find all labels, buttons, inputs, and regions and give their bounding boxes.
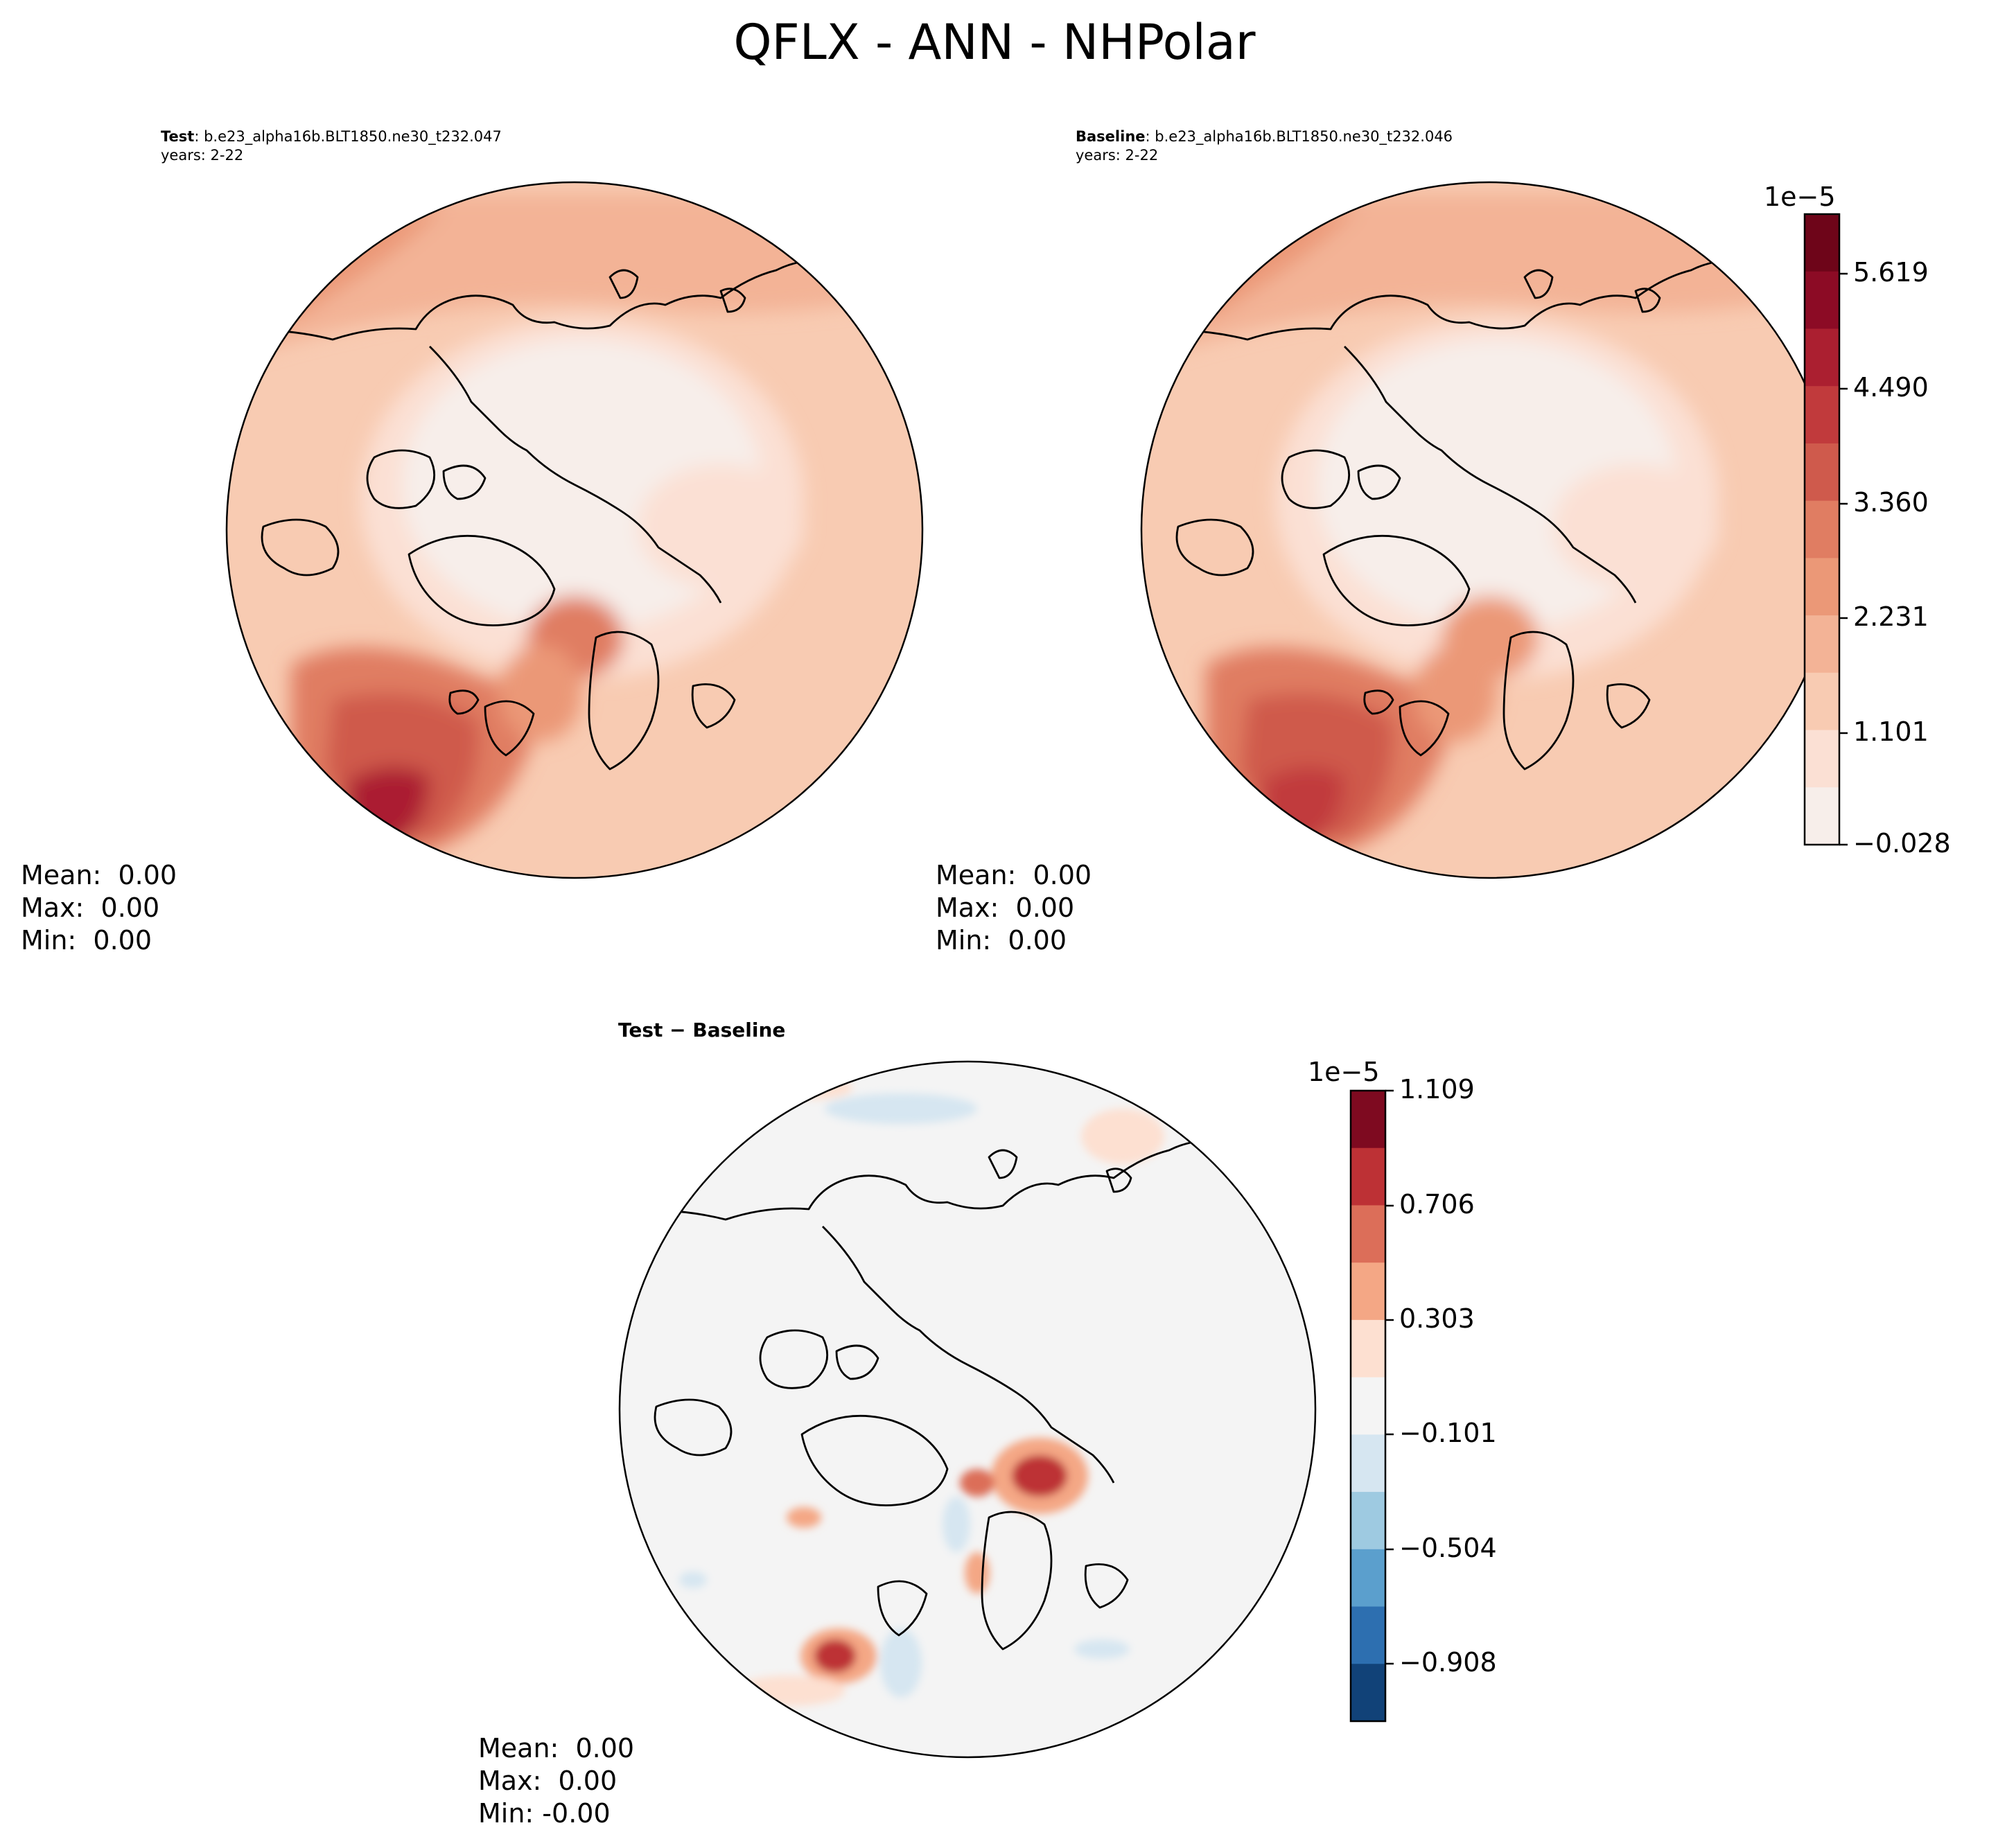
diff-field-red-northeast [1081, 1109, 1164, 1164]
diff-field-red-siberia-3 [960, 1469, 994, 1497]
baseline-map [1140, 181, 1839, 879]
diff-colorbar-segment [1351, 1606, 1385, 1664]
diff-colorbar-exponent: 1e−5 [1308, 1057, 1380, 1087]
test-stats: Mean: 0.00 Max: 0.00 Min: 0.00 [21, 859, 177, 957]
diff-max: Max: 0.00 [478, 1766, 617, 1796]
main-colorbar-segment [1805, 787, 1839, 845]
baseline-max: Max: 0.00 [936, 892, 1075, 923]
diff-field-red-greenland [787, 1507, 821, 1528]
diff-field-red-atlantic-2 [814, 1639, 856, 1673]
main-colorbar-segment [1805, 271, 1839, 330]
diff-field-blue-north [825, 1093, 977, 1124]
diff-colorbar-segment [1351, 1262, 1385, 1321]
test-years: years: 2-22 [161, 147, 244, 164]
diff-title-b: Baseline [692, 1019, 786, 1041]
diff-colorbar-segment [1351, 1091, 1385, 1149]
baseline-years: years: 2-22 [1076, 147, 1159, 164]
main-colorbar-segment [1805, 386, 1839, 444]
diff-field-blue-east [1074, 1639, 1130, 1659]
diff-colorbar-segment [1351, 1319, 1385, 1378]
main-colorbar-tick-label: −0.028 [1853, 828, 1951, 859]
diff-colorbar-tick-label: 1.109 [1399, 1074, 1475, 1105]
test-mean: Mean: 0.00 [21, 860, 177, 890]
diff-colorbar-tick-label: −0.101 [1399, 1418, 1497, 1448]
main-colorbar-tick-label: 3.360 [1853, 487, 1929, 518]
main-colorbar-exponent: 1e−5 [1764, 182, 1836, 212]
test-case: : b.e23_alpha16b.BLT1850.ne30_t232.047 [194, 128, 502, 145]
diff-colorbar-segment [1351, 1549, 1385, 1608]
baseline-panel-header: Baseline: b.e23_alpha16b.BLT1850.ne30_t2… [1076, 127, 1453, 165]
diff-stats: Mean: 0.00 Max: 0.00 Min: -0.00 [478, 1732, 634, 1830]
diff-colorbar-segment [1351, 1205, 1385, 1263]
main-colorbar-segment [1805, 730, 1839, 788]
main-colorbar-segment [1805, 500, 1839, 558]
main-colorbar-segment [1805, 214, 1839, 272]
diff-title-a: Test [618, 1019, 663, 1041]
diff-field-red-atlantic-3 [735, 1675, 845, 1706]
main-colorbar-segment [1805, 558, 1839, 616]
diff-panel-title: Test − Baseline [618, 1019, 785, 1041]
baseline-case: : b.e23_alpha16b.BLT1850.ne30_t232.046 [1145, 128, 1453, 145]
diff-colorbar-segment [1351, 1492, 1385, 1550]
baseline-stats: Mean: 0.00 Max: 0.00 Min: 0.00 [936, 859, 1092, 957]
diff-map-boundary [618, 1060, 1317, 1759]
diff-colorbar-tick-label: 0.706 [1399, 1189, 1475, 1220]
test-map-boundary [225, 181, 924, 879]
baseline-field-norway [1414, 644, 1497, 741]
diff-colorbar [1349, 1089, 1394, 1723]
diff-min: Min: -0.00 [478, 1798, 611, 1829]
test-max: Max: 0.00 [21, 892, 160, 923]
main-colorbar-frame [1803, 213, 1841, 846]
main-colorbar-tick-label: 4.490 [1853, 372, 1929, 403]
diff-field-blue-atlantic [880, 1628, 922, 1698]
main-colorbar [1803, 213, 1848, 846]
main-colorbar-segment [1805, 443, 1839, 502]
baseline-min: Min: 0.00 [936, 925, 1067, 956]
diff-colorbar-tick-label: 0.303 [1399, 1303, 1475, 1334]
main-colorbar-segment [1805, 615, 1839, 674]
test-map [225, 181, 924, 879]
test-field-siberia [638, 464, 804, 589]
diff-colorbar-tick-label: −0.908 [1399, 1647, 1497, 1678]
main-colorbar-segment [1805, 672, 1839, 731]
diff-field-blue-barents [943, 1497, 970, 1552]
diff-field-red-barents [965, 1552, 990, 1594]
main-colorbar-segment [1805, 328, 1839, 387]
figure-title: QFLX - ANN - NHPolar [733, 14, 1256, 71]
diff-field-blue-west [679, 1572, 707, 1588]
diff-colorbar-segment [1351, 1434, 1385, 1493]
test-label: Test [161, 128, 195, 145]
diff-field-red-siberia-2 [1012, 1455, 1067, 1497]
diff-mean: Mean: 0.00 [478, 1733, 635, 1763]
diff-colorbar-tick-label: −0.504 [1399, 1533, 1497, 1563]
diff-coastlines [620, 1114, 1315, 1651]
main-colorbar-tick-label: 2.231 [1853, 601, 1929, 632]
test-coastlines [227, 234, 922, 771]
test-panel-header: Test: b.e23_alpha16b.BLT1850.ne30_t232.0… [161, 127, 502, 165]
diff-colorbar-segment [1351, 1147, 1385, 1206]
main-colorbar-tick-label: 5.619 [1853, 257, 1929, 288]
diff-colorbar-segment [1351, 1664, 1385, 1722]
test-field-norway [499, 644, 582, 741]
main-colorbar-tick-label: 1.101 [1853, 716, 1929, 747]
diff-map [618, 1060, 1317, 1759]
diff-field-base [620, 1062, 1315, 1757]
diff-colorbar-segment [1351, 1377, 1385, 1435]
baseline-label: Baseline [1076, 128, 1146, 145]
diff-colorbar-frame [1349, 1089, 1387, 1723]
baseline-field-siberia [1552, 464, 1719, 589]
baseline-mean: Mean: 0.00 [936, 860, 1092, 890]
diff-title-sep: − [663, 1019, 693, 1041]
baseline-coastlines [1141, 234, 1837, 771]
test-min: Min: 0.00 [21, 925, 152, 956]
